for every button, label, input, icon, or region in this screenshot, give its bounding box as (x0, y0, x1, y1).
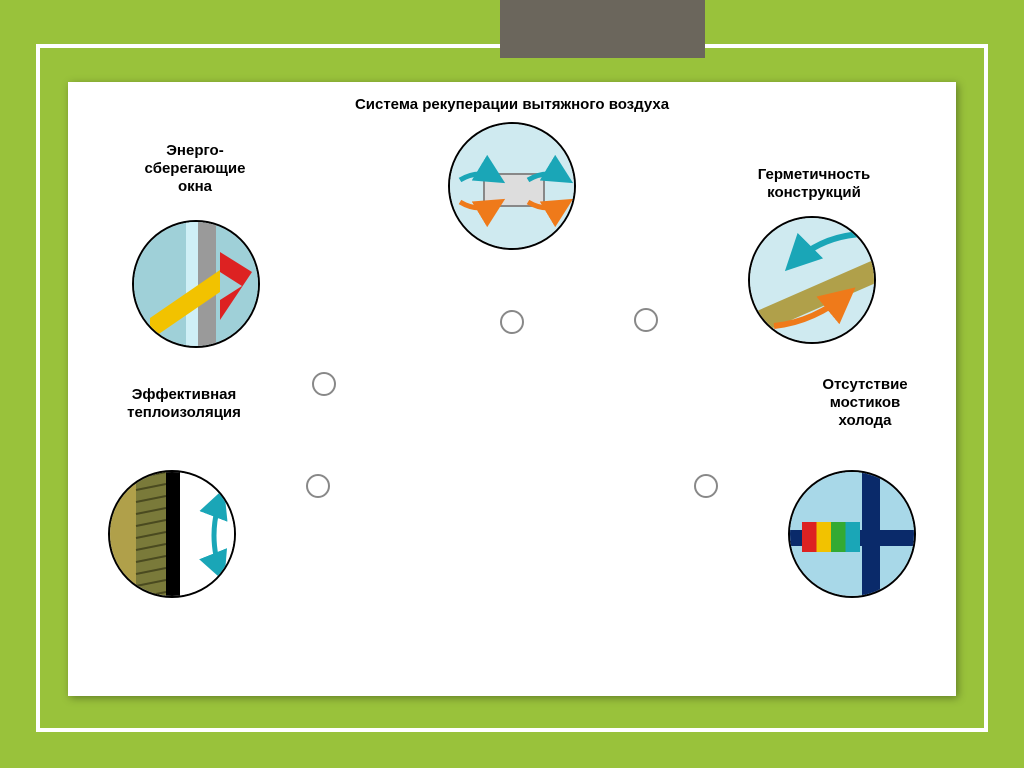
bubble-airtight (748, 216, 876, 344)
marker-windows (312, 372, 336, 396)
bubble-recuperation (448, 122, 576, 250)
label-no-bridges: Отсутствие мостиков холода (780, 376, 950, 430)
label-airtight: Герметичность конструкций (714, 166, 914, 202)
slide: Система рекуперации вытяжного воздуха Эн… (0, 0, 1024, 768)
marker-recuperation (500, 310, 524, 334)
header-tab (500, 0, 705, 58)
marker-no-bridges (694, 474, 718, 498)
bubble-insulation (108, 470, 236, 598)
marker-insulation (306, 474, 330, 498)
bubble-no-bridges (788, 470, 916, 598)
bubble-windows (132, 220, 260, 348)
label-windows: Энерго- сберегающие окна (110, 142, 280, 196)
marker-airtight (634, 308, 658, 332)
label-insulation: Эффективная теплоизоляция (84, 386, 284, 422)
label-recuperation: Система рекуперации вытяжного воздуха (310, 96, 714, 114)
